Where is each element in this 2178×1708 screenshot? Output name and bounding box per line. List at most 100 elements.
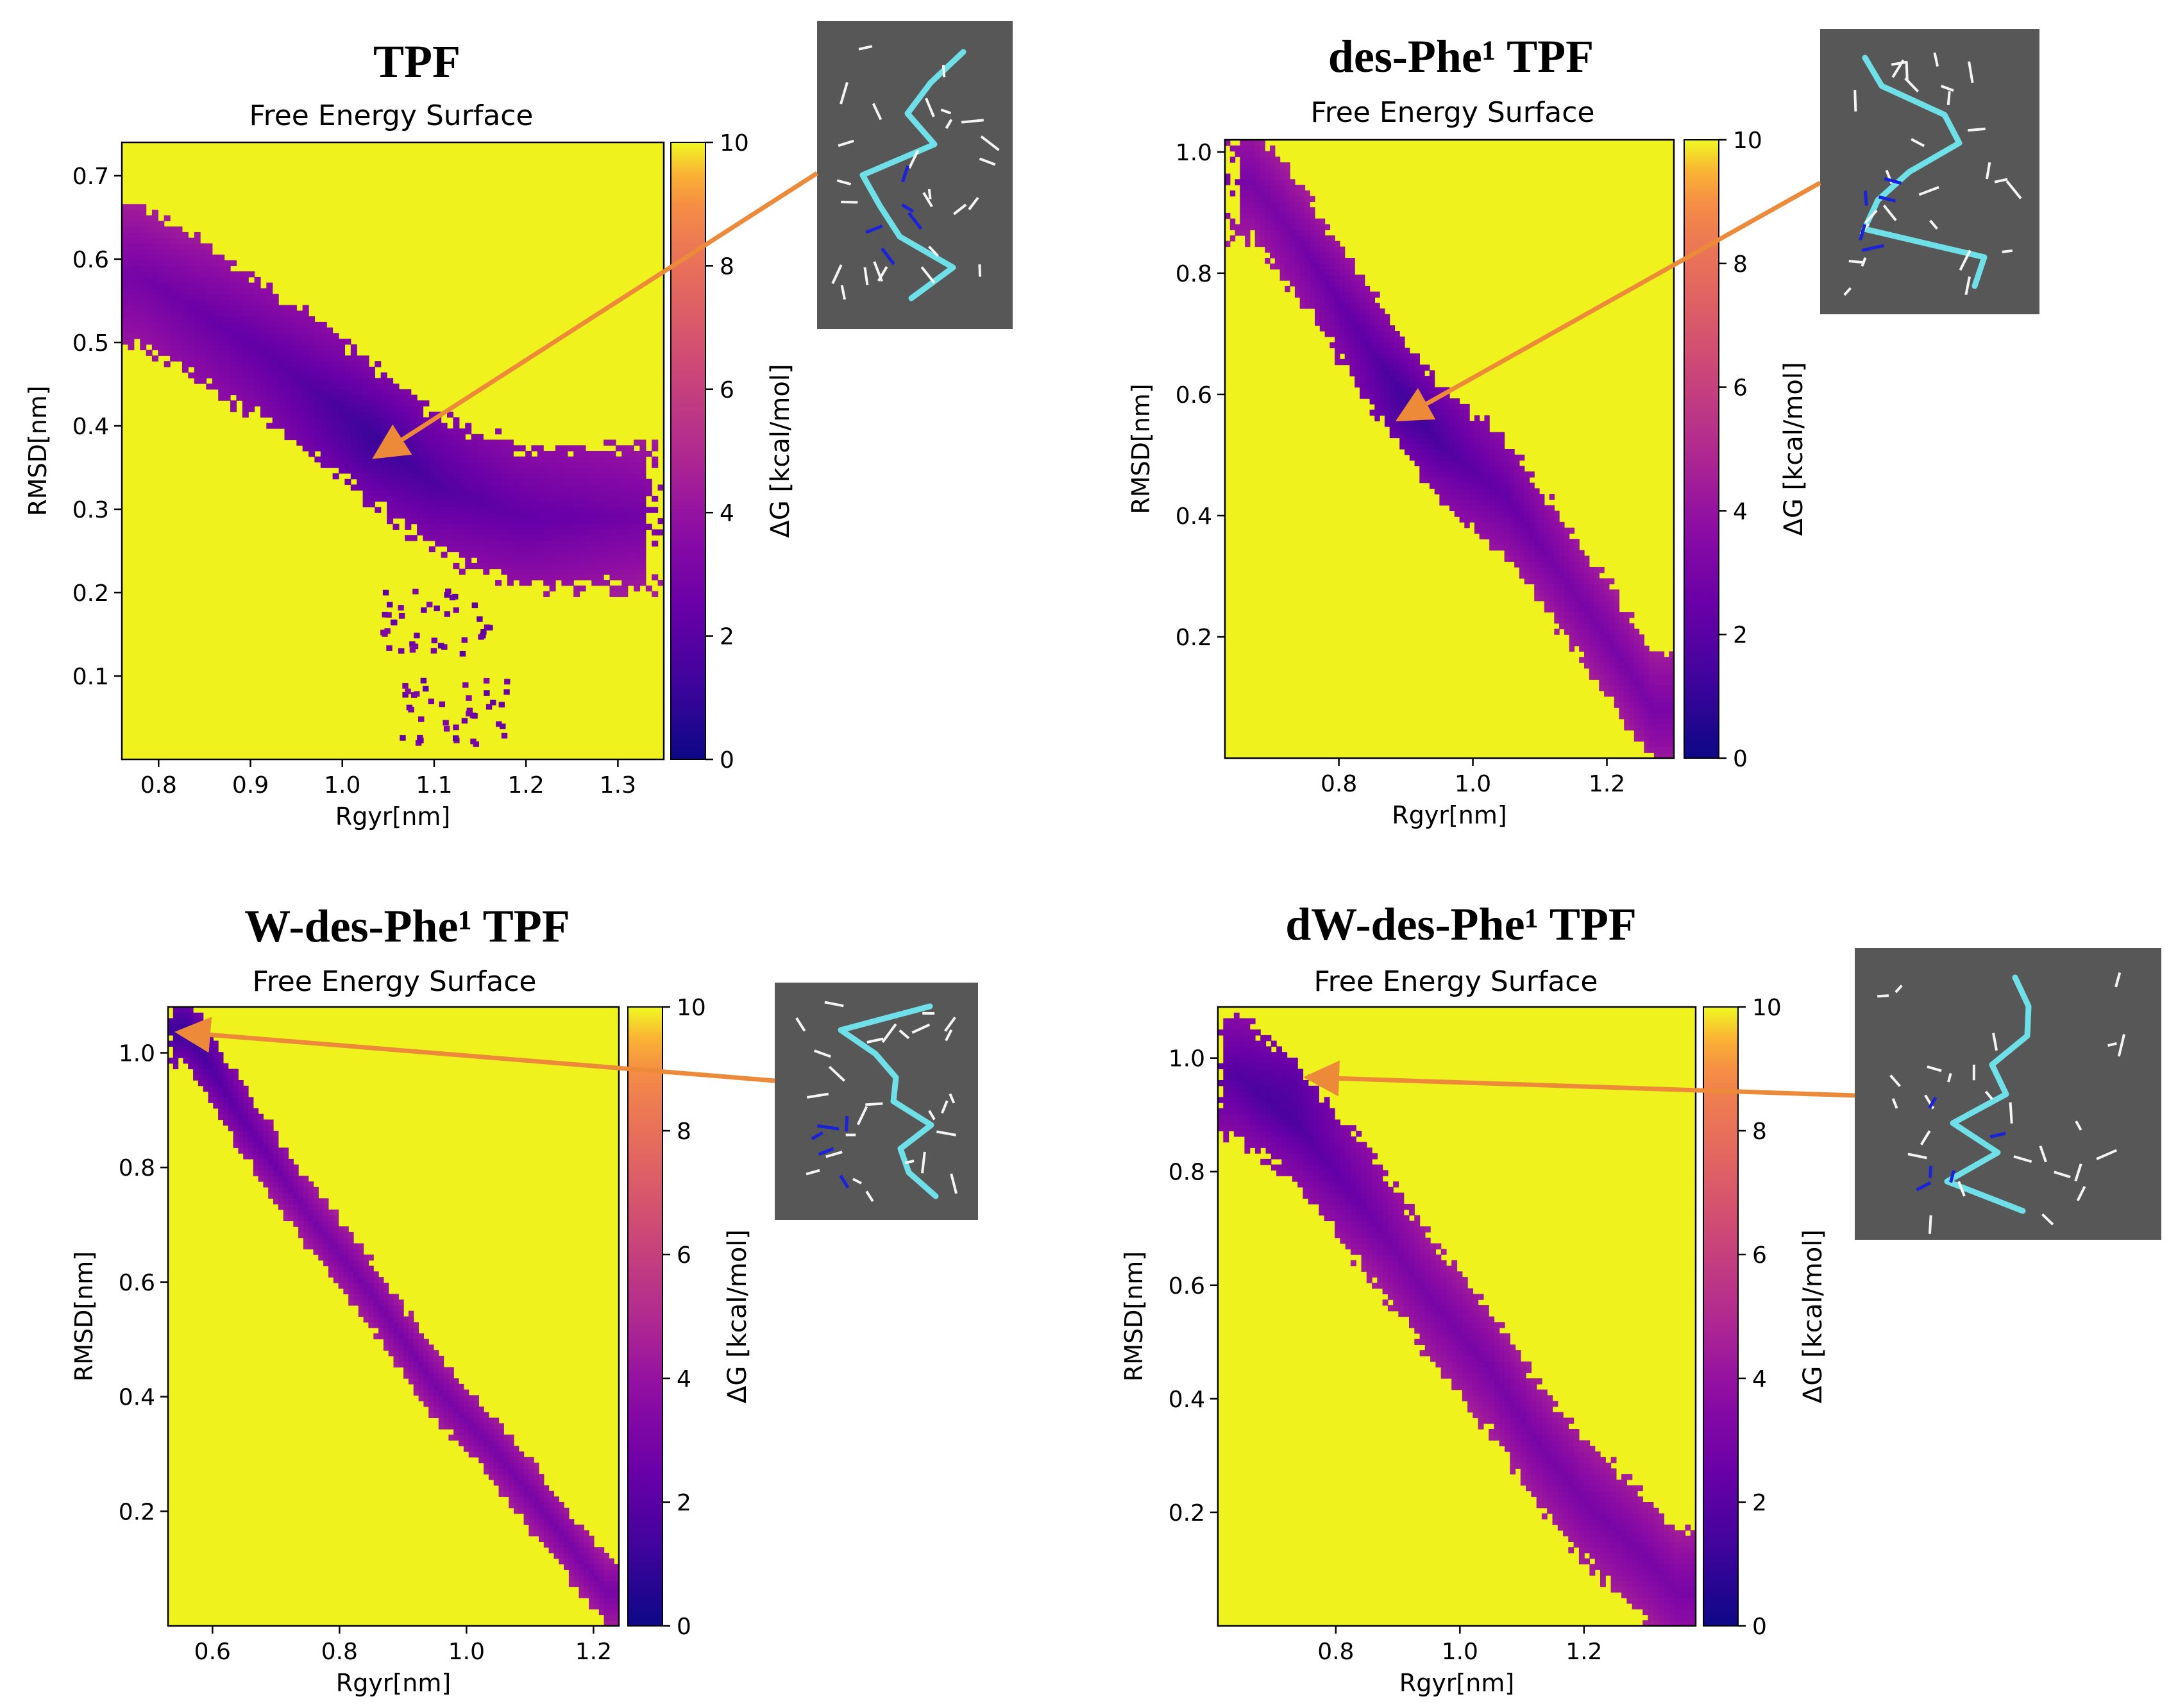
- heatmap-cell: [639, 568, 646, 575]
- heatmap-cell: [230, 260, 237, 266]
- heatmap-cell: [158, 243, 165, 249]
- heatmap-cell: [1524, 488, 1530, 495]
- heatmap-cell: [348, 1299, 354, 1306]
- heatmap-cell: [1254, 224, 1261, 230]
- heatmap-cell: [296, 339, 303, 345]
- heatmap-cell: [1544, 606, 1550, 613]
- heatmap-cell: [1444, 393, 1450, 399]
- heatmap-cell: [1489, 471, 1495, 478]
- heatmap-cell: [1439, 437, 1445, 444]
- heatmap-cell: [591, 512, 598, 519]
- heatmap-cell: [1634, 640, 1640, 647]
- heatmap-cell: [230, 333, 237, 339]
- heatmap-cell: [1374, 319, 1380, 326]
- heatmap-cell: [1335, 353, 1340, 360]
- heatmap-cell: [503, 1440, 509, 1446]
- heatmap-cell: [525, 473, 532, 480]
- heatmap-cell: [1384, 348, 1390, 354]
- heatmap-cell: [1229, 224, 1236, 230]
- heatmap-cell: [353, 1277, 359, 1283]
- heatmap-cell: [417, 411, 424, 418]
- heatmap-cell: [1380, 325, 1385, 332]
- heatmap-cell: [537, 484, 544, 491]
- heatmap-cell: [182, 237, 189, 244]
- heatmap-cell: [495, 557, 502, 564]
- heatmap-cell: [408, 1333, 414, 1340]
- heatmap-cell: [413, 1355, 419, 1362]
- heatmap-cell: [483, 568, 490, 575]
- heatmap-cell: [543, 478, 550, 485]
- heatmap-cell: [543, 518, 550, 525]
- heatmap-cell: [238, 1125, 244, 1131]
- heatmap-cell: [362, 484, 369, 491]
- heatmap-cell: [1419, 449, 1425, 455]
- heatmap-cell: [591, 490, 598, 496]
- heatmap-cell: [1479, 482, 1485, 489]
- heatmap-cell: [652, 574, 659, 580]
- heatmap-cell: [1290, 258, 1296, 264]
- heatmap-cell: [382, 589, 389, 596]
- heatmap-cell: [1260, 190, 1265, 197]
- heatmap-cell: [1479, 511, 1485, 517]
- heatmap-cell: [1584, 645, 1590, 652]
- heatmap-cell: [278, 1164, 284, 1171]
- heatmap-cell: [273, 1142, 279, 1148]
- heatmap-cell: [176, 271, 183, 278]
- heatmap-cell: [1564, 623, 1570, 630]
- heatmap-cell: [170, 237, 177, 244]
- heatmap-cell: [242, 394, 249, 401]
- heatmap-cell: [1270, 145, 1276, 152]
- heatmap-cell: [302, 406, 309, 412]
- heatmap-cell: [423, 1373, 429, 1379]
- heatmap-cell: [278, 361, 285, 368]
- heatmap-cell: [308, 378, 316, 384]
- heatmap-cell: [1594, 629, 1600, 635]
- heatmap-cell: [1649, 685, 1655, 691]
- heatmap-cell: [484, 1417, 489, 1424]
- heatmap-cell: [1369, 409, 1375, 416]
- heatmap-cell: [233, 1131, 239, 1137]
- heatmap-cell: [173, 1063, 179, 1070]
- heatmap-cell: [1569, 612, 1575, 618]
- heatmap-cell: [1479, 460, 1485, 466]
- heatmap-cell: [248, 361, 255, 368]
- heatmap-cell: [1279, 241, 1285, 248]
- heatmap-cell: [284, 384, 291, 390]
- heatmap-cell: [1594, 612, 1600, 618]
- heatmap-cell: [236, 350, 243, 356]
- heatmap-cell: [1304, 196, 1310, 202]
- heatmap-cell: [338, 1226, 344, 1233]
- heatmap-cell: [208, 1069, 214, 1075]
- heatmap-cell: [320, 333, 327, 339]
- heatmap-cell: [597, 562, 604, 570]
- heatmap-cell: [1499, 516, 1505, 523]
- heatmap-cell: [1509, 466, 1515, 472]
- heatmap-cell: [591, 529, 598, 536]
- heatmap-cell: [573, 501, 580, 507]
- heatmap-cell: [243, 1097, 249, 1103]
- heatmap-cell: [338, 1237, 344, 1244]
- heatmap-cell: [348, 1271, 354, 1278]
- heatmap-cell: [1339, 348, 1346, 354]
- heatmap-cell: [1429, 415, 1435, 421]
- heatmap-cell: [1464, 437, 1470, 444]
- heatmap-cell: [627, 546, 634, 552]
- heatmap-cell: [272, 361, 279, 368]
- heatmap-cell: [1285, 185, 1290, 191]
- heatmap-cell: [266, 389, 273, 396]
- heatmap-cell: [503, 1451, 509, 1458]
- heatmap-cell: [1474, 511, 1480, 517]
- heatmap-cell: [1249, 212, 1256, 219]
- heatmap-cell: [428, 434, 435, 441]
- heatmap-cell: [164, 305, 171, 311]
- heatmap-cell: [357, 394, 364, 401]
- heatmap-cell: [233, 1142, 239, 1148]
- heatmap-cell: [313, 1204, 319, 1210]
- heatmap-cell: [423, 1339, 429, 1345]
- heatmap-cell: [509, 1457, 514, 1464]
- heatmap-cell: [634, 501, 641, 507]
- heatmap-cell: [1624, 690, 1630, 697]
- heatmap-cell: [1315, 241, 1321, 248]
- heatmap-cell: [483, 439, 490, 446]
- heatmap-cell: [1494, 527, 1500, 534]
